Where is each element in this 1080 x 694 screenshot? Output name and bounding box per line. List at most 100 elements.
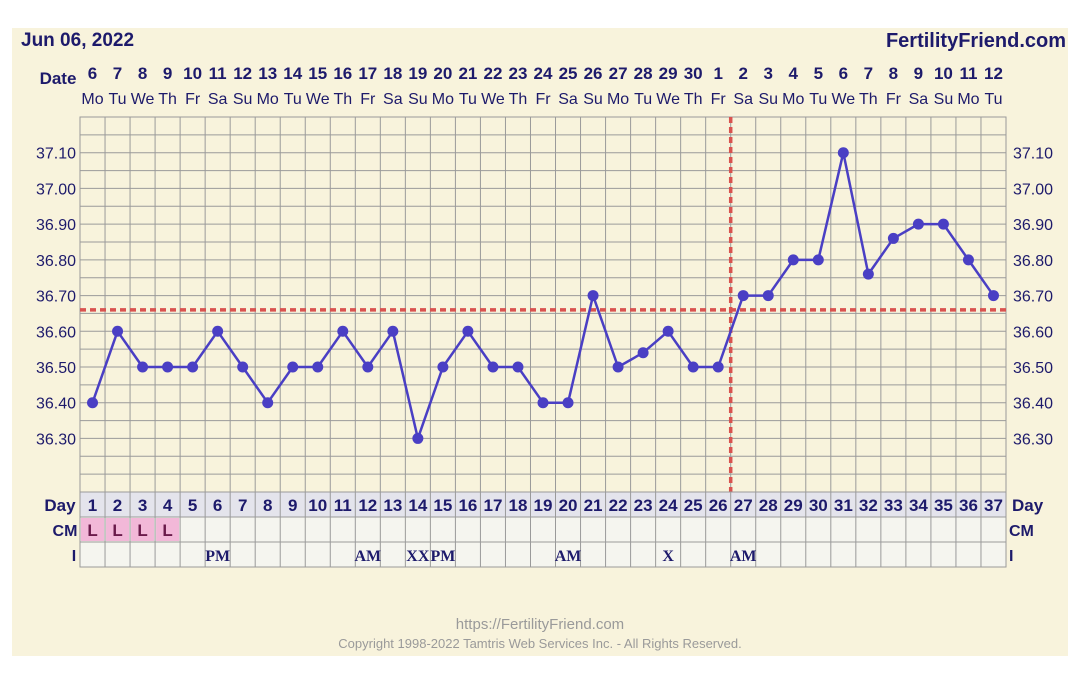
temperature-point [612,361,624,373]
temperature-point [787,254,799,266]
weekday-tick-label: Sa [208,91,228,108]
day-number-label: 19 [534,496,553,515]
y-tick-label-left: 36.40 [36,396,76,413]
day-number-label: 14 [408,496,427,515]
day-number-label: 33 [884,496,903,515]
temperature-point [487,361,499,373]
temperature-point [537,397,549,409]
day-number-label: 17 [483,496,502,515]
weekday-tick-label: Th [158,91,177,108]
weekday-tick-label: Th [859,91,878,108]
weekday-tick-label: Su [233,91,253,108]
temperature-point [562,397,574,409]
temperature-point [362,361,374,373]
day-row-bg [79,491,1007,518]
date-tick-label: 10 [183,64,202,83]
cm-row-label-left: CM [53,523,78,540]
day-number-label: 36 [959,496,978,515]
day-number-label: 5 [188,496,197,515]
weekday-tick-label: Su [583,91,603,108]
temperature-point [712,361,724,373]
y-tick-label-right: 36.70 [1013,289,1053,306]
weekday-tick-label: Sa [558,91,578,108]
date-tick-label: 2 [738,64,747,83]
weekday-tick-label: Fr [711,91,727,108]
temperature-point [512,361,524,373]
date-tick-label: 6 [88,64,97,83]
weekday-tick-label: We [131,91,155,108]
day-number-label: 28 [759,496,778,515]
temperature-point [137,361,149,373]
weekday-tick-label: Tu [109,91,127,108]
day-number-label: 3 [138,496,147,515]
cm-cell-fill [156,518,180,541]
date-tick-label: 6 [839,64,848,83]
cm-cell-fill [81,518,105,541]
weekday-tick-label: Mo [957,91,979,108]
weekday-tick-label: Sa [909,91,929,108]
date-tick-label: 23 [509,64,528,83]
day-row-label-right: Day [1012,496,1044,515]
temperature-point [962,254,974,266]
footer-url-link[interactable]: https://FertilityFriend.com [455,616,625,633]
intercourse-marker: X [662,548,674,565]
y-tick-label-right: 36.40 [1013,396,1053,413]
temperature-point [262,397,274,409]
date-tick-label: 28 [634,64,653,83]
weekday-tick-label: We [656,91,680,108]
day-number-label: 30 [809,496,828,515]
date-tick-label: 9 [163,64,172,83]
temperature-point [337,325,349,337]
weekday-tick-label: Th [684,91,703,108]
temperature-point [912,218,924,230]
date-tick-label: 17 [358,64,377,83]
brand-logo-text[interactable]: FertilityFriend.com [885,30,1066,52]
temperature-point [112,325,124,337]
y-tick-label-right: 36.80 [1013,253,1053,270]
day-number-label: 2 [113,496,122,515]
day-number-label: 16 [458,496,477,515]
weekday-tick-label: Th [509,91,528,108]
date-tick-label: 3 [764,64,773,83]
day-number-label: 32 [859,496,878,515]
day-number-label: 11 [334,496,352,515]
date-tick-label: 14 [283,64,302,83]
weekday-tick-label: Mo [782,91,804,108]
y-tick-label-left: 37.00 [36,181,76,198]
date-tick-label: 11 [209,64,227,83]
temperature-point [812,254,824,266]
temperature-point [287,361,299,373]
temperature-point [737,290,749,302]
date-tick-label: 12 [233,64,252,83]
day-number-label: 29 [784,496,803,515]
date-tick-label: 5 [814,64,823,83]
weekday-tick-label: Su [758,91,778,108]
y-tick-label-left: 37.10 [36,146,76,163]
y-tick-label-right: 36.30 [1013,431,1053,448]
date-tick-label: 9 [914,64,923,83]
day-number-label: 35 [934,496,953,515]
day-number-label: 26 [709,496,728,515]
weekday-tick-label: Tu [984,91,1002,108]
weekday-tick-label: Fr [886,91,902,108]
weekday-tick-label: Su [934,91,954,108]
day-number-label: 23 [634,496,653,515]
day-number-label: 25 [684,496,703,515]
y-tick-label-right: 36.90 [1013,217,1053,234]
plot-frame [79,116,1007,493]
i-row-label-right: I [1009,548,1013,565]
weekday-tick-label: We [306,91,330,108]
temperature-point [862,268,874,280]
footer-copyright: Copyright 1998-2022 Tamtris Web Services… [338,636,742,651]
temperature-point [412,432,424,444]
weekday-tick-label: Fr [535,91,551,108]
date-tick-label: 25 [559,64,578,83]
weekday-tick-label: Fr [185,91,201,108]
weekday-tick-label: Th [333,91,352,108]
y-tick-label-left: 36.50 [36,360,76,377]
weekday-tick-label: Tu [634,91,652,108]
weekday-tick-label: Su [408,91,428,108]
day-number-label: 27 [734,496,753,515]
intercourse-marker: AM [354,548,381,565]
weekday-tick-label: Sa [733,91,753,108]
